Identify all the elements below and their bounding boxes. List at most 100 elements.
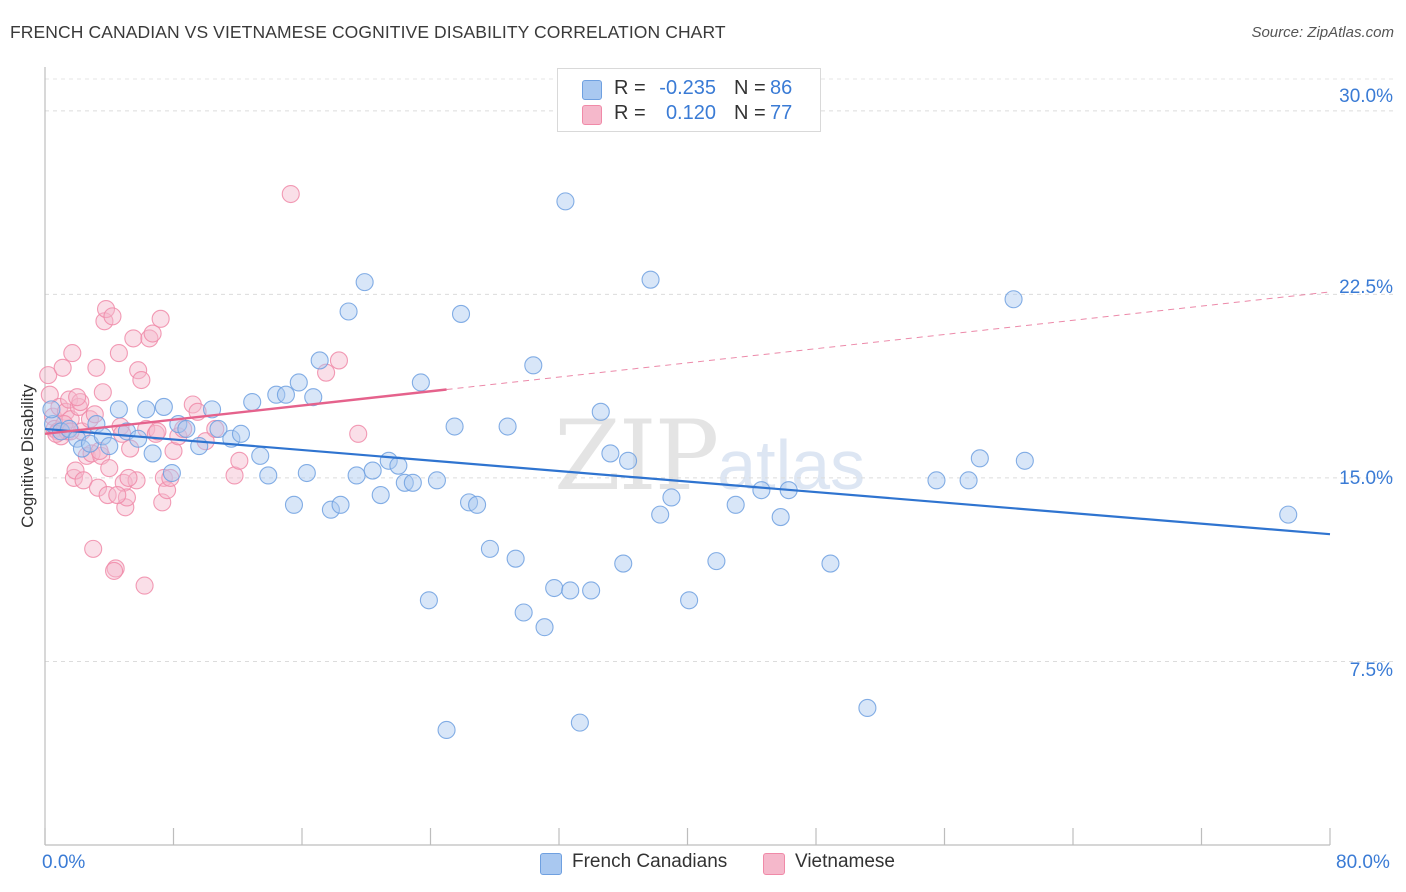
vietnamese-point	[109, 344, 128, 363]
vietnamese-point	[124, 329, 143, 348]
vietnamese-point	[148, 422, 167, 441]
vietnamese-point	[143, 324, 162, 343]
french-canadian-point	[556, 192, 575, 211]
french-canadian-point	[371, 485, 390, 505]
x-tick-label-max: 80.0%	[1336, 852, 1390, 873]
correlation-legend: R = -0.235 N = 86 R = 0.120 N = 77	[557, 68, 821, 132]
series-swatch-blue	[540, 853, 562, 875]
legend-row-vietnamese: R = 0.120 N = 77	[558, 102, 820, 128]
vietnamese-point	[87, 358, 106, 377]
vietnamese-point	[98, 485, 117, 505]
french-canadian-point	[276, 385, 295, 404]
vietnamese-trend-line-extension	[446, 291, 1331, 390]
french-canadian-point	[651, 505, 670, 524]
french-canadian-point	[752, 481, 771, 500]
y-tick-label-30: 30.0%	[1339, 86, 1393, 107]
french-canadian-point	[427, 471, 446, 490]
vietnamese-point	[103, 307, 122, 326]
watermark: ZIPatlas	[554, 400, 865, 512]
french-canadian-point	[468, 495, 487, 514]
french-canadian-point	[662, 488, 681, 507]
french-canadian-point	[297, 463, 316, 483]
french-canadian-point	[1004, 290, 1023, 309]
legend-n-value: 86	[770, 77, 793, 99]
source-label: Source: ZipAtlas.com	[1251, 24, 1394, 41]
x-tick-label-min: 0.0%	[42, 852, 86, 873]
vietnamese-point	[105, 561, 124, 580]
vietnamese-point	[74, 471, 93, 490]
vietnamese-point	[100, 459, 119, 478]
french-canadian-point	[582, 581, 601, 600]
french-canadian-point	[514, 603, 533, 622]
french-canadian-point	[524, 356, 543, 375]
vietnamese-point	[84, 539, 103, 558]
french-canadian-point	[498, 417, 517, 436]
french-canadian-point	[143, 444, 162, 463]
french-canadian-point	[1279, 505, 1298, 524]
french-canadian-point	[331, 495, 350, 514]
french-canadian-point	[321, 500, 340, 519]
french-canadian-point	[411, 373, 430, 392]
french-canadian-point	[267, 385, 286, 404]
vietnamese-point	[281, 184, 300, 204]
y-axis-label: Cognitive Disability	[18, 384, 37, 528]
vietnamese-point	[140, 329, 159, 348]
french-canadian-point	[129, 429, 148, 448]
french-canadian-point	[970, 449, 989, 468]
french-canadian-point	[445, 417, 464, 436]
vietnamese-point	[68, 388, 87, 407]
french-canadian-point	[100, 437, 119, 456]
vietnamese-point	[349, 424, 368, 443]
french-canadian-point	[680, 591, 699, 610]
y-tick-label-7-5: 7.5%	[1349, 660, 1393, 681]
french-canadian-point	[601, 444, 620, 463]
french-canadian-point	[1015, 451, 1034, 470]
watermark-zip: ZIP	[554, 400, 719, 512]
french-canadian-point	[561, 581, 580, 600]
french-canadian-point	[42, 400, 61, 419]
french-canadian-point	[243, 392, 262, 412]
french-canadian-point	[347, 466, 366, 485]
french-canadian-point	[310, 351, 329, 370]
french-canadian-point	[641, 270, 660, 289]
french-canadian-point	[570, 713, 589, 732]
vietnamese-point	[108, 485, 127, 505]
vietnamese-point	[39, 366, 58, 385]
vietnamese-point	[40, 385, 59, 404]
french-canadian-point	[591, 402, 610, 421]
trend-layer	[44, 291, 1331, 536]
legend-r-value: -0.235	[659, 77, 716, 99]
french-canadian-point	[480, 539, 499, 558]
french-canadian-point	[771, 508, 790, 527]
vietnamese-point	[96, 299, 116, 319]
french-canadian-point	[339, 302, 358, 321]
legend-row-french-canadians: R = -0.235 N = 86	[558, 77, 820, 103]
y-tick-label-15: 15.0%	[1339, 468, 1393, 489]
french-canadian-point	[209, 419, 228, 439]
legend-r-label: R =	[614, 102, 646, 124]
grid-layer	[45, 78, 1395, 662]
series-label: French Canadians	[572, 851, 728, 872]
legend-r-value: 0.120	[665, 102, 716, 124]
legend-n-value: 77	[770, 102, 793, 124]
series-swatch-pink	[763, 853, 785, 875]
vietnamese-point	[164, 441, 183, 461]
legend-swatch-pink	[582, 105, 602, 125]
french-canadian-point	[304, 388, 323, 407]
french-canadian-point	[355, 273, 374, 292]
french-canadian-point	[535, 618, 554, 637]
french-canadian-point	[545, 578, 564, 598]
legend-swatch-blue	[582, 80, 602, 100]
french-canadian-point	[858, 698, 877, 718]
french-canadian-point	[821, 554, 840, 573]
french-canadian-point	[251, 446, 270, 465]
french-canadian-point	[154, 397, 173, 416]
points-layer	[39, 104, 1298, 740]
legend-r-label: R =	[614, 77, 646, 99]
french-canadian-point	[109, 400, 128, 419]
vietnamese-point	[88, 478, 108, 497]
vietnamese-point	[90, 441, 109, 461]
french-canadian-point	[927, 471, 946, 490]
french-canadian-point	[614, 554, 633, 573]
